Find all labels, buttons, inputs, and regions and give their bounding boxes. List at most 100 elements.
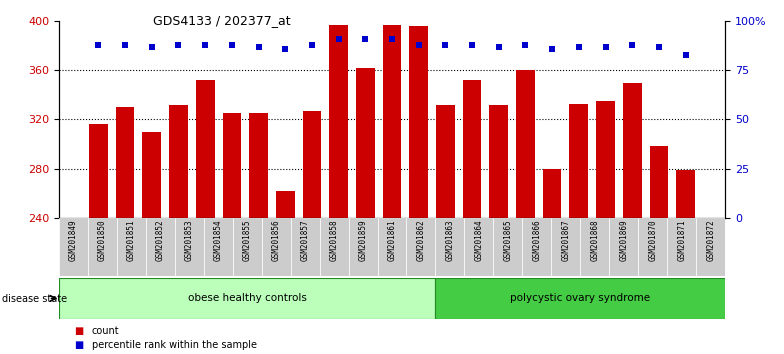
Bar (320, 218, 349, 276)
Point (492, 44, 505, 50)
Text: GSM201856: GSM201856 (271, 219, 281, 261)
Bar (516, 70, 535, 354)
Point (359, 36, 372, 42)
Point (226, 42, 238, 48)
Bar (596, 101, 615, 354)
Bar (435, 218, 464, 276)
Text: ■: ■ (74, 326, 84, 336)
Point (306, 42, 318, 48)
Text: polycystic ovary syndrome: polycystic ovary syndrome (510, 293, 651, 303)
Bar (406, 218, 435, 276)
Bar (356, 68, 375, 354)
Point (546, 46, 558, 52)
Bar (609, 218, 638, 276)
Text: GSM201872: GSM201872 (706, 219, 715, 261)
Bar (543, 169, 561, 354)
Bar (551, 218, 580, 276)
Bar (464, 218, 493, 276)
Bar (303, 111, 321, 354)
Point (652, 44, 665, 50)
Point (119, 42, 132, 48)
Bar (169, 105, 188, 354)
Text: disease state: disease state (2, 294, 67, 304)
Bar (196, 80, 215, 354)
Bar (204, 218, 233, 276)
Text: GSM201866: GSM201866 (532, 219, 542, 261)
Bar (291, 218, 320, 276)
Point (466, 42, 478, 48)
Text: count: count (92, 326, 119, 336)
Bar (436, 105, 455, 354)
Bar (146, 218, 175, 276)
Bar (522, 218, 551, 276)
Bar (349, 218, 378, 276)
Point (679, 52, 691, 57)
Text: GSM201862: GSM201862 (416, 219, 426, 261)
Text: obese healthy controls: obese healthy controls (187, 293, 307, 303)
Point (519, 42, 532, 48)
Text: GSM201865: GSM201865 (503, 219, 513, 261)
Text: GSM201871: GSM201871 (677, 219, 686, 261)
Bar (378, 218, 406, 276)
Text: GSM201868: GSM201868 (590, 219, 599, 261)
Bar (667, 218, 696, 276)
Bar (276, 191, 295, 354)
Text: GDS4133 / 202377_at: GDS4133 / 202377_at (153, 14, 291, 27)
Text: GSM201854: GSM201854 (214, 219, 223, 261)
Text: GSM201859: GSM201859 (358, 219, 368, 261)
Point (439, 42, 452, 48)
Bar (262, 218, 291, 276)
Bar (116, 107, 135, 354)
Bar (383, 25, 401, 354)
Bar (489, 105, 508, 354)
Text: GSM201867: GSM201867 (561, 219, 570, 261)
Point (93, 42, 105, 48)
Text: GSM201863: GSM201863 (445, 219, 455, 261)
Bar (89, 124, 107, 354)
Bar (622, 82, 641, 354)
Bar (233, 218, 262, 276)
Point (412, 42, 425, 48)
Bar (249, 113, 268, 354)
Point (626, 42, 638, 48)
Text: GSM201864: GSM201864 (474, 219, 484, 261)
Point (599, 44, 612, 50)
Point (279, 46, 292, 52)
Text: GSM201855: GSM201855 (242, 219, 252, 261)
Text: GSM201861: GSM201861 (387, 219, 397, 261)
Text: GSM201852: GSM201852 (156, 219, 165, 261)
Text: GSM201853: GSM201853 (185, 219, 194, 261)
Point (386, 36, 398, 42)
Bar (493, 218, 522, 276)
Text: GSM201851: GSM201851 (127, 219, 136, 261)
Point (172, 42, 185, 48)
Bar (59, 218, 88, 276)
Bar (329, 25, 348, 354)
Text: GSM201858: GSM201858 (329, 219, 339, 261)
Text: GSM201850: GSM201850 (98, 219, 107, 261)
Bar (143, 132, 162, 354)
Bar (638, 218, 667, 276)
Bar (59, 278, 435, 319)
Bar (696, 218, 725, 276)
Text: GSM201870: GSM201870 (648, 219, 657, 261)
Bar (175, 218, 204, 276)
Bar (223, 113, 241, 354)
Text: GSM201857: GSM201857 (300, 219, 310, 261)
Bar (435, 278, 725, 319)
Bar (117, 218, 146, 276)
Bar (569, 103, 588, 354)
Point (252, 44, 265, 50)
Bar (677, 170, 695, 354)
Text: percentile rank within the sample: percentile rank within the sample (92, 340, 256, 350)
Text: ■: ■ (74, 340, 84, 350)
Bar (649, 147, 668, 354)
Point (572, 44, 585, 50)
Point (332, 36, 345, 42)
Bar (463, 80, 481, 354)
Text: GSM201849: GSM201849 (69, 219, 78, 261)
Bar (409, 26, 428, 354)
Point (199, 42, 212, 48)
Bar (580, 218, 609, 276)
Text: GSM201869: GSM201869 (619, 219, 628, 261)
